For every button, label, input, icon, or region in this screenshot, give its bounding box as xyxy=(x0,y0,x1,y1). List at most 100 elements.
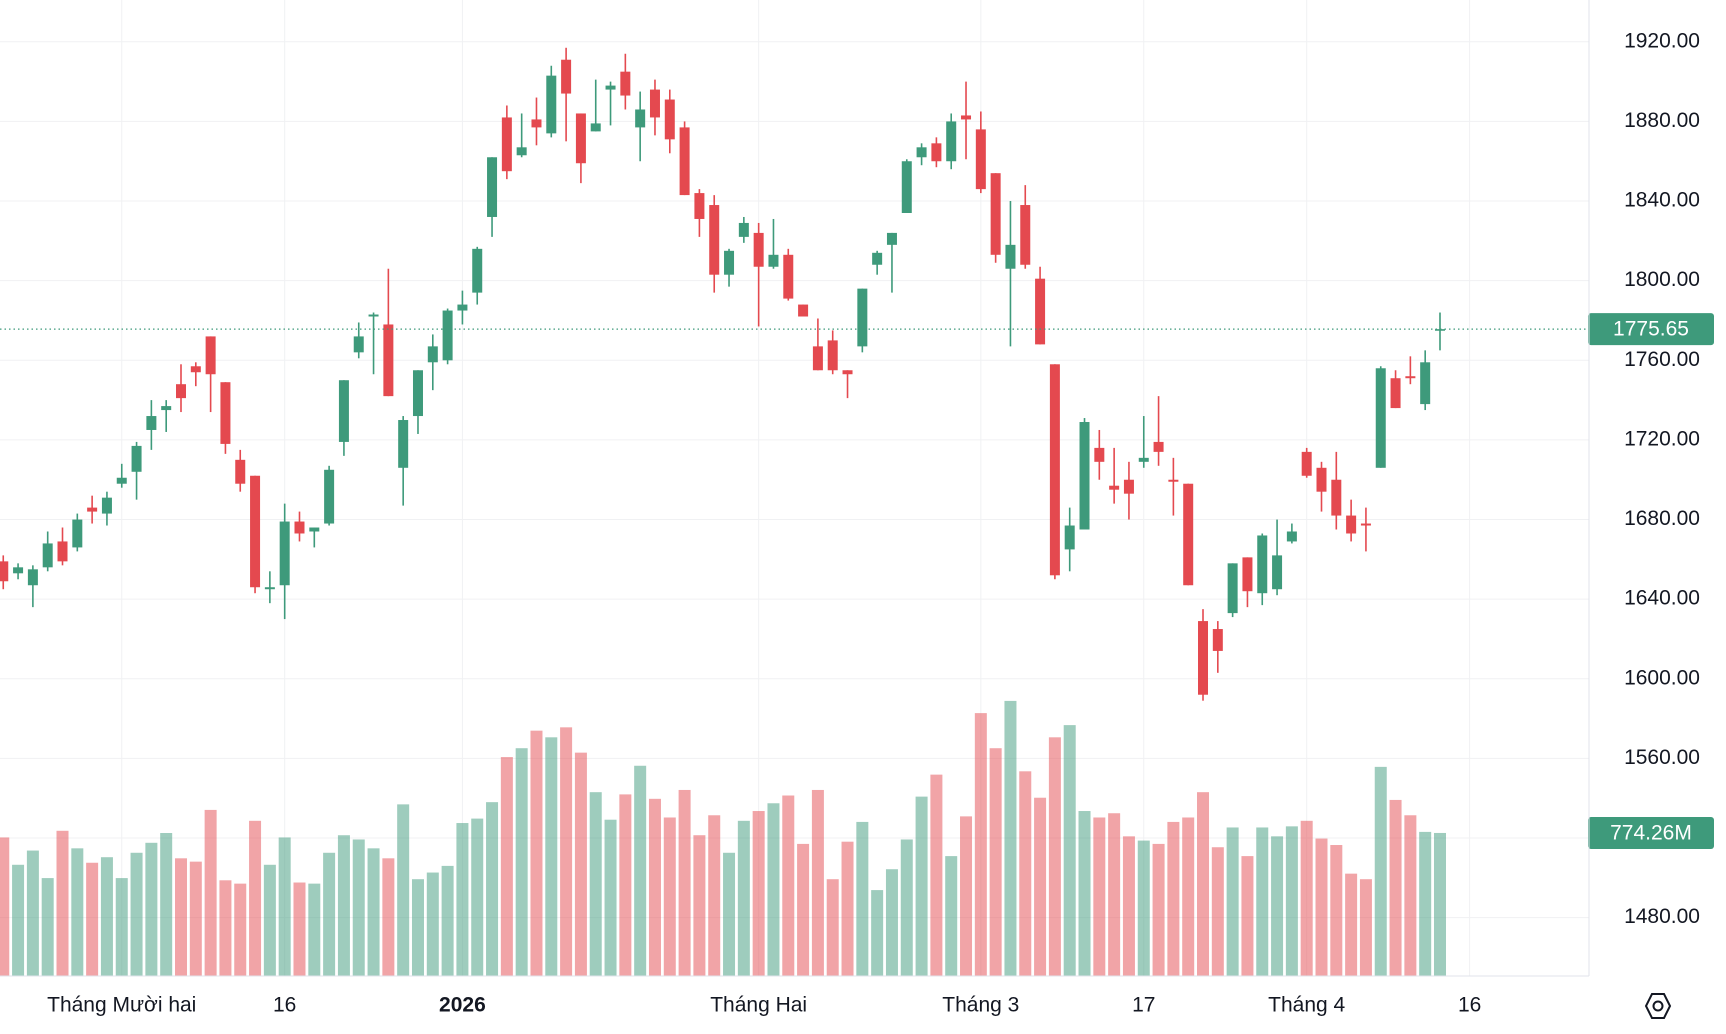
candle-body xyxy=(1405,376,1416,379)
x-tick-label: 16 xyxy=(1458,994,1481,1017)
label-layer: 1480.001520.001560.001600.001640.001680.… xyxy=(0,29,1714,1017)
candle-body xyxy=(975,129,986,190)
settings-hex[interactable] xyxy=(1644,993,1672,1019)
volume-bar xyxy=(1374,766,1387,976)
candle-body xyxy=(472,248,483,293)
volume-bar xyxy=(100,857,113,976)
volume-bar xyxy=(530,730,543,976)
x-tick-label: Tháng 4 xyxy=(1268,994,1345,1017)
candle-body xyxy=(235,459,246,484)
candle-body xyxy=(1331,479,1342,516)
volume-bar xyxy=(885,869,898,976)
candle-body xyxy=(842,370,853,375)
candle-body xyxy=(1094,447,1105,462)
volume-bar xyxy=(1034,797,1047,976)
x-tick-label: 2026 xyxy=(439,994,486,1017)
candle-body xyxy=(664,99,675,140)
volume-bar xyxy=(604,819,617,976)
volume-bar xyxy=(574,752,587,976)
candle-body xyxy=(294,521,305,534)
volume-bar xyxy=(486,802,499,976)
y-tick-label: 1560.00 xyxy=(1624,746,1700,769)
candle-body xyxy=(324,469,335,524)
volume-bar xyxy=(1226,827,1239,976)
candle-body xyxy=(753,232,764,267)
candle-body xyxy=(1005,244,1016,269)
volume-bar xyxy=(723,852,736,976)
volume-bar xyxy=(1167,821,1180,976)
candle-body xyxy=(1434,329,1445,331)
candle-body xyxy=(990,173,1001,255)
volume-bar xyxy=(234,883,247,976)
candle-body xyxy=(0,561,9,582)
volume-bar xyxy=(204,809,217,976)
volume-bar xyxy=(26,850,39,976)
candle-body xyxy=(798,304,809,317)
candle-body xyxy=(1316,467,1327,492)
candle-body xyxy=(886,232,897,245)
volume-bar xyxy=(871,890,884,976)
volume-bar xyxy=(189,861,202,976)
candle-body xyxy=(1242,557,1253,592)
price-label-box xyxy=(1588,313,1714,346)
volume-bar xyxy=(708,815,721,976)
candle-body xyxy=(1227,563,1238,614)
volume-bar xyxy=(856,821,869,976)
x-tick-label: Tháng Hai xyxy=(710,994,807,1017)
candle-body xyxy=(812,346,823,371)
volume-layer xyxy=(0,700,1446,976)
volume-bar xyxy=(811,789,824,976)
volume-bar xyxy=(1404,815,1417,976)
volume-bar xyxy=(648,798,661,976)
y-tick-label: 1720.00 xyxy=(1624,427,1700,450)
candle-body xyxy=(1049,364,1060,576)
candle-body xyxy=(42,543,53,568)
volume-bar xyxy=(1241,856,1254,976)
candle-body xyxy=(101,497,112,514)
volume-bar xyxy=(293,882,306,976)
candle-body xyxy=(353,336,364,353)
volume-bar xyxy=(263,864,276,976)
candle-body xyxy=(131,445,142,472)
candle-body xyxy=(709,205,720,275)
candle-body xyxy=(649,89,660,118)
settings-icon[interactable] xyxy=(1644,993,1672,1019)
volume-bar xyxy=(1389,799,1402,976)
volume-bar xyxy=(797,843,810,976)
candle-body xyxy=(783,254,794,299)
volume-bar xyxy=(249,820,262,976)
candle-body xyxy=(1212,629,1223,651)
volume-bar xyxy=(337,835,350,976)
x-tick-label: 16 xyxy=(273,994,296,1017)
volume-bar xyxy=(1063,725,1076,976)
candle-body xyxy=(738,222,749,237)
candle-body xyxy=(1390,378,1401,409)
volume-bar xyxy=(1256,827,1269,976)
volume-bar xyxy=(1300,820,1313,976)
candle-body xyxy=(1138,457,1149,462)
volume-bar xyxy=(500,757,513,976)
volume-bar xyxy=(1419,831,1432,976)
candle-body xyxy=(1035,278,1046,345)
candle-body xyxy=(575,113,586,164)
volume-bar xyxy=(693,835,706,976)
candle-body xyxy=(264,587,275,590)
candle-body xyxy=(57,541,68,562)
candle-body xyxy=(427,346,438,363)
candle-body xyxy=(190,366,201,373)
candle-body xyxy=(1153,441,1164,452)
candle-body xyxy=(561,59,572,94)
volume-bar xyxy=(841,841,854,976)
volume-label-box xyxy=(1588,816,1714,849)
candle-body xyxy=(1360,523,1371,526)
candle-body xyxy=(383,324,394,397)
volume-bar xyxy=(1078,811,1091,976)
volume-bar xyxy=(219,880,232,976)
candle-body xyxy=(546,75,557,134)
candle-body xyxy=(635,109,646,128)
candle-body xyxy=(961,115,972,120)
candle-body xyxy=(1079,422,1090,530)
settings-dot[interactable] xyxy=(1652,1000,1664,1012)
volume-bar xyxy=(323,852,336,976)
